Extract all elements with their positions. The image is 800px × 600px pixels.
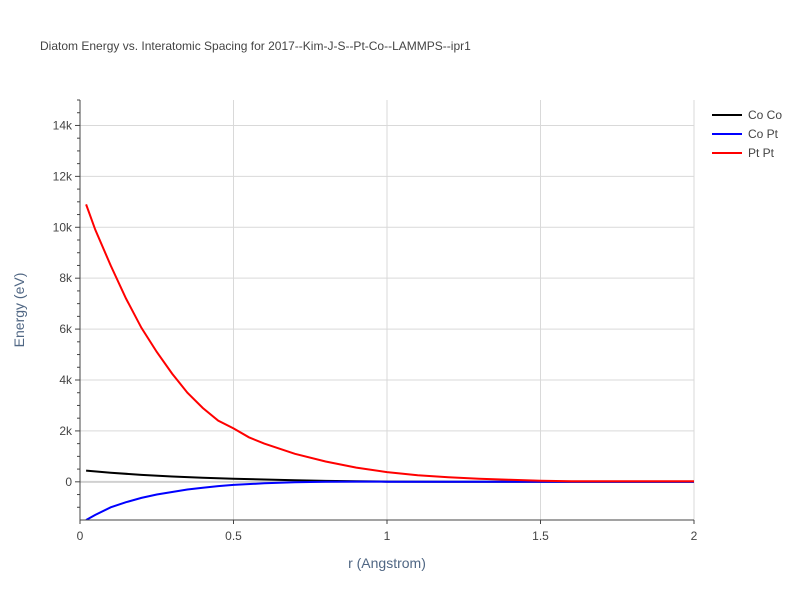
y-tick-label: 8k: [59, 271, 73, 285]
y-tick-label: 14k: [53, 118, 73, 132]
legend-label: Pt Pt: [748, 146, 775, 160]
y-tick-label: 10k: [53, 220, 73, 234]
chart-title: Diatom Energy vs. Interatomic Spacing fo…: [40, 39, 471, 53]
legend-label: Co Pt: [748, 127, 779, 141]
x-tick-label: 1: [384, 529, 391, 543]
legend-item-pt-pt[interactable]: Pt Pt: [712, 146, 775, 160]
x-axis-title: r (Angstrom): [348, 555, 426, 571]
x-tick-label: 2: [691, 529, 698, 543]
x-tick-label: 0.5: [225, 529, 242, 543]
y-tick-label: 0: [65, 475, 72, 489]
legend[interactable]: Co Co Co Pt Pt Pt: [712, 108, 782, 160]
series-line-pt-pt: [85, 204, 694, 483]
x-tick-label: 1.5: [532, 529, 549, 543]
series-layer: [85, 204, 694, 520]
legend-label: Co Co: [748, 108, 782, 122]
legend-item-co-pt[interactable]: Co Pt: [712, 127, 779, 141]
y-tick-label: 4k: [59, 373, 73, 387]
series-line-co-pt: [85, 480, 694, 520]
y-axis-title: Energy (eV): [11, 273, 27, 348]
x-tick-label: 0: [77, 529, 84, 543]
y-tick-label: 6k: [59, 322, 73, 336]
y-tick-label: 12k: [53, 169, 73, 183]
legend-item-co-co[interactable]: Co Co: [712, 108, 782, 122]
y-tick-label: 2k: [59, 424, 73, 438]
axis-layer: 0 0.5 1 1.5 2 0 2k 4k 6k 8k 10k 12k 14k: [53, 99, 698, 543]
